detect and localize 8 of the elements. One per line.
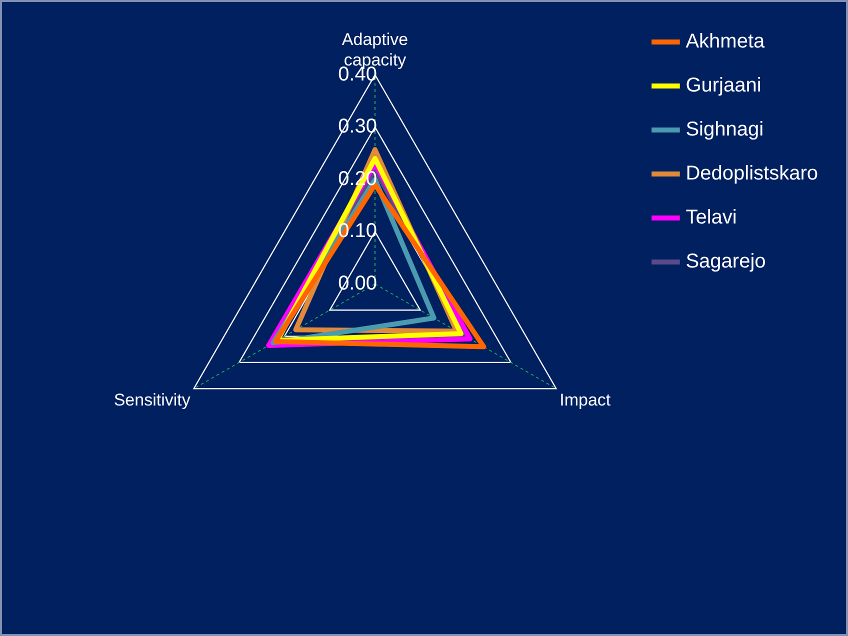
legend-label: Telavi — [686, 206, 737, 229]
legend-label: Dedoplistskaro — [686, 162, 818, 185]
spoke-label: Impact — [560, 390, 611, 410]
legend-label: Sighnagi — [686, 118, 764, 141]
spoke-label: Sensitivity — [114, 390, 191, 410]
legend-label: Akhmeta — [686, 30, 766, 53]
legend-label: Gurjaani — [686, 74, 762, 97]
legend-label: Sagarejo — [686, 250, 766, 273]
